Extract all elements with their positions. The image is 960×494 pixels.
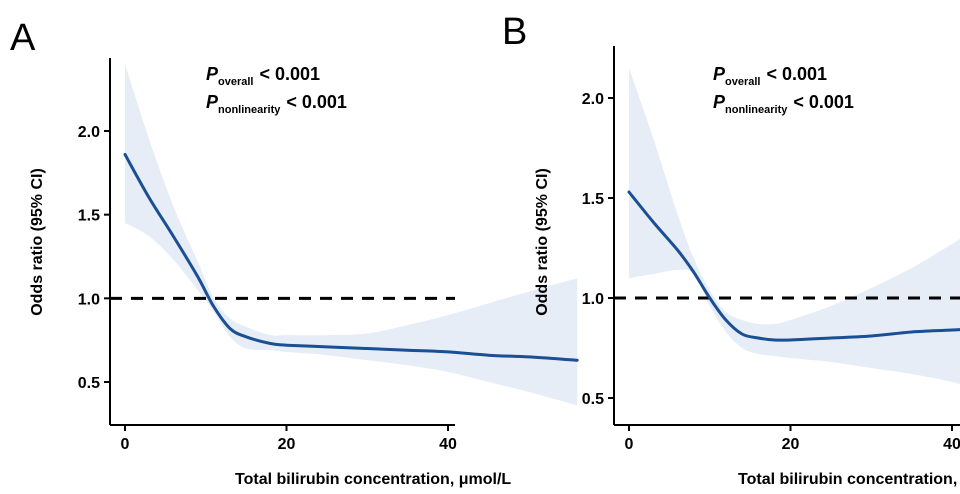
p-symbol: P [713, 64, 726, 84]
panel-b: B 0.5 1.0 1.5 2.0 0 20 40 Odds ratio (95% CI) Tot… [502, 11, 960, 488]
y-tick-label: 1.0 [582, 291, 604, 308]
y-axis-title: Odds ratio (95% CI) [29, 168, 46, 316]
x-axis-title: Total bilirubin concentration, μmol/L [738, 471, 960, 488]
p-value-text: < 0.001 [766, 64, 827, 84]
panel-letter: A [10, 17, 36, 59]
confidence-band [125, 64, 578, 406]
p-subscript: nonlinearity [725, 104, 788, 116]
p-value-text: < 0.001 [286, 92, 347, 112]
y-tick-label: 1.0 [78, 291, 100, 308]
x-tick-label: 40 [943, 436, 960, 453]
x-tick-label: 0 [625, 436, 634, 453]
p-value-annotation: Poverall < 0.001 [206, 64, 320, 88]
p-value-text: < 0.001 [259, 64, 320, 84]
p-value-annotation: Pnonlinearity < 0.001 [206, 92, 347, 116]
p-symbol: P [206, 92, 219, 112]
panel-a: A 0.5 1.0 1.5 2.0 0 20 40 Odds ratio (95% CI) Tot… [10, 17, 579, 488]
y-tick-label: 1.5 [582, 191, 604, 208]
y-tick-label: 1.5 [78, 208, 100, 225]
y-tick-label: 0.5 [582, 391, 604, 408]
p-value-text: < 0.001 [793, 92, 854, 112]
p-symbol: P [206, 64, 219, 84]
p-subscript: overall [725, 76, 760, 88]
x-tick-label: 20 [782, 436, 800, 453]
panel-letter: B [502, 11, 527, 53]
x-tick-label: 40 [439, 436, 457, 453]
x-tick-label: 0 [121, 436, 130, 453]
confidence-band [629, 68, 960, 384]
y-tick-label: 2.0 [78, 124, 100, 141]
p-value-annotation: Pnonlinearity < 0.001 [713, 92, 854, 116]
odds-ratio-curve [123, 152, 579, 362]
p-subscript: nonlinearity [218, 104, 281, 116]
x-tick-label: 20 [278, 436, 296, 453]
p-subscript: overall [218, 76, 253, 88]
y-tick-label: 0.5 [78, 375, 100, 392]
p-value-annotation: Poverall < 0.001 [713, 64, 827, 88]
y-axis-title: Odds ratio (95% CI) [534, 168, 551, 316]
y-tick-label: 2.0 [582, 91, 604, 108]
p-symbol: P [713, 92, 726, 112]
odds-ratio-curve [627, 190, 960, 342]
x-axis-title: Total bilirubin concentration, μmol/L [235, 471, 511, 488]
